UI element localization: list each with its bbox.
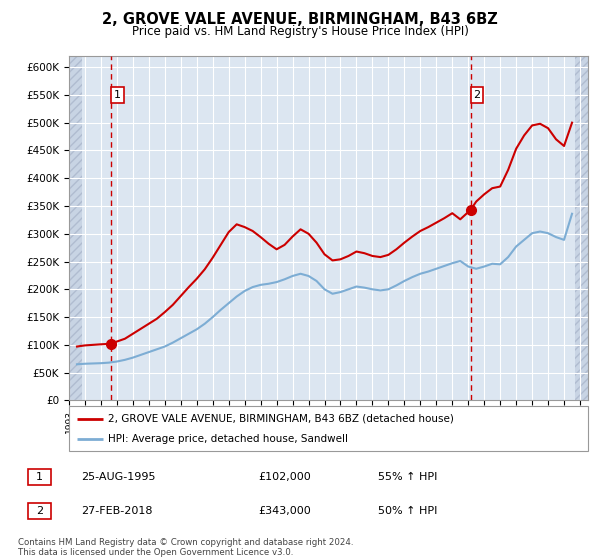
Text: Price paid vs. HM Land Registry's House Price Index (HPI): Price paid vs. HM Land Registry's House … bbox=[131, 25, 469, 38]
Text: 50% ↑ HPI: 50% ↑ HPI bbox=[378, 506, 437, 516]
Text: HPI: Average price, detached house, Sandwell: HPI: Average price, detached house, Sand… bbox=[108, 434, 348, 444]
Text: 25-AUG-1995: 25-AUG-1995 bbox=[81, 472, 155, 482]
Text: 2, GROVE VALE AVENUE, BIRMINGHAM, B43 6BZ: 2, GROVE VALE AVENUE, BIRMINGHAM, B43 6B… bbox=[102, 12, 498, 27]
Text: 2: 2 bbox=[36, 506, 43, 516]
Bar bbox=[575, 56, 588, 400]
Bar bbox=[69, 56, 82, 400]
Text: Contains HM Land Registry data © Crown copyright and database right 2024.: Contains HM Land Registry data © Crown c… bbox=[18, 538, 353, 547]
Text: 1: 1 bbox=[36, 472, 43, 482]
Text: This data is licensed under the Open Government Licence v3.0.: This data is licensed under the Open Gov… bbox=[18, 548, 293, 557]
Text: 27-FEB-2018: 27-FEB-2018 bbox=[81, 506, 152, 516]
Text: £102,000: £102,000 bbox=[258, 472, 311, 482]
Text: 1: 1 bbox=[114, 90, 121, 100]
Text: 55% ↑ HPI: 55% ↑ HPI bbox=[378, 472, 437, 482]
Text: 2, GROVE VALE AVENUE, BIRMINGHAM, B43 6BZ (detached house): 2, GROVE VALE AVENUE, BIRMINGHAM, B43 6B… bbox=[108, 413, 454, 423]
Text: 2: 2 bbox=[473, 90, 481, 100]
Text: £343,000: £343,000 bbox=[258, 506, 311, 516]
